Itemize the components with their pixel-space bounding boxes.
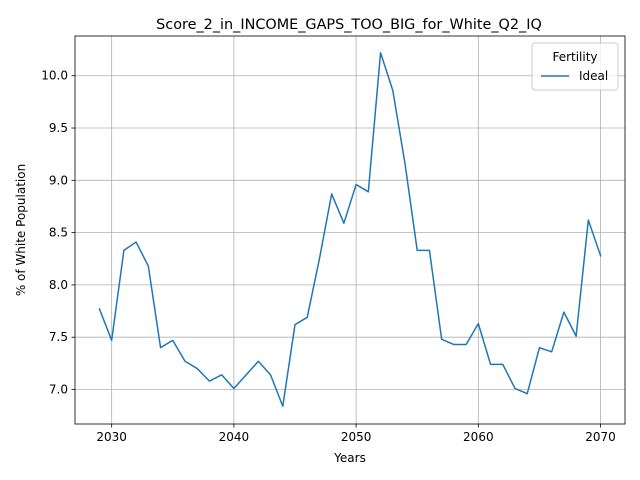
y-tick-label: 7.5 — [49, 330, 68, 344]
y-tick-label: 8.5 — [49, 226, 68, 240]
series-line-ideal — [98, 51, 602, 407]
x-tick-label: 2030 — [96, 430, 127, 444]
y-axis-ticks: 7.0 7.5 8.0 8.5 9.0 9.5 10.0 — [41, 69, 75, 396]
plot-frame — [74, 35, 626, 425]
grid — [75, 36, 625, 424]
y-tick-label: 9.0 — [49, 173, 68, 187]
y-tick-label: 9.5 — [49, 121, 68, 135]
x-tick-label: 2040 — [219, 430, 250, 444]
x-axis-label: Years — [333, 451, 366, 465]
legend-title: Fertility — [552, 50, 597, 64]
y-axis-label: % of White Population — [14, 164, 28, 296]
y-tick-label: 7.0 — [49, 382, 68, 396]
y-tick-label: 10.0 — [41, 69, 68, 83]
y-tick-label: 8.0 — [49, 278, 68, 292]
x-axis-ticks: 2030 2040 2050 2060 2070 — [96, 424, 616, 444]
x-tick-label: 2060 — [463, 430, 494, 444]
legend-box — [531, 42, 619, 91]
legend-label-ideal: Ideal — [579, 69, 608, 83]
legend: Fertility Ideal — [531, 42, 619, 91]
chart-title: Score_2_in_INCOME_GAPS_TOO_BIG_for_White… — [156, 17, 542, 33]
series-layer — [98, 51, 602, 407]
x-tick-label: 2050 — [341, 430, 372, 444]
x-tick-label: 2070 — [585, 430, 616, 444]
